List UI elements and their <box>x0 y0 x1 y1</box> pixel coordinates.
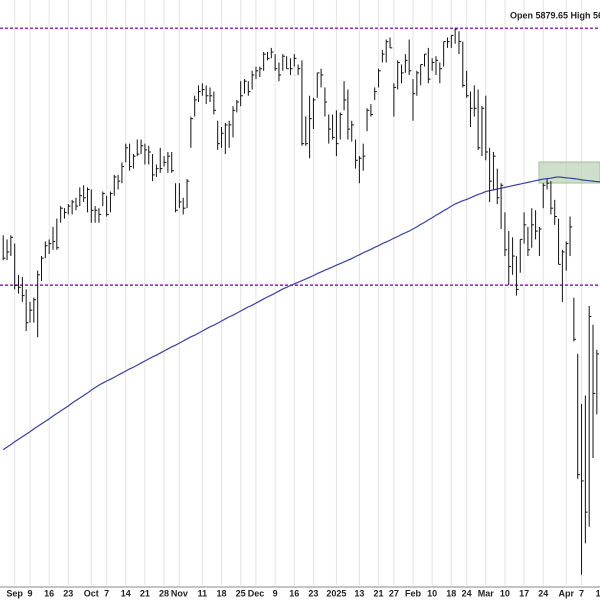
x-tick-label: 27 <box>389 588 399 598</box>
plot-area <box>0 27 600 575</box>
x-tick-label: 14 <box>121 588 131 598</box>
x-tick-label: 21 <box>140 588 150 598</box>
x-tick-label: 9 <box>273 588 278 598</box>
x-tick-label: 23 <box>63 588 73 598</box>
x-tick-label: Mar <box>478 588 495 598</box>
x-tick-label: 16 <box>289 588 299 598</box>
x-tick-label: 10 <box>427 588 437 598</box>
x-tick-label: 21 <box>374 588 384 598</box>
x-tick-label: 2025 <box>326 588 346 598</box>
x-tick-label: Apr <box>558 588 574 598</box>
x-tick-label: 18 <box>217 588 227 598</box>
x-tick-label: 7 <box>104 588 109 598</box>
x-tick-label: 24 <box>538 588 548 598</box>
x-tick-label: Nov <box>171 588 188 598</box>
x-tick-label: 10 <box>500 588 510 598</box>
x-tick-label: 18 <box>446 588 456 598</box>
x-tick-label: 28 <box>159 588 169 598</box>
x-tick-label: 24 <box>462 588 472 598</box>
x-tick-label: Oct <box>84 588 99 598</box>
x-tick-label: 7 <box>579 588 584 598</box>
x-tick-label: Dec <box>248 588 265 598</box>
x-tick-label: 25 <box>236 588 246 598</box>
x-tick-label: Sep <box>6 588 23 598</box>
x-tick-label: 13 <box>354 588 364 598</box>
grid <box>14 0 583 585</box>
header-text: Open 5879.65 High 569 <box>510 10 600 20</box>
highlight-zone <box>538 161 600 184</box>
x-tick-label: Feb <box>405 588 422 598</box>
x-tick-label: 9 <box>28 588 33 598</box>
x-tick-label: 23 <box>308 588 318 598</box>
x-tick-label: 11 <box>198 588 208 598</box>
x-tick-label: 16 <box>44 588 54 598</box>
x-tick-label: 17 <box>519 588 529 598</box>
x-tick-label: 14 <box>596 588 600 598</box>
